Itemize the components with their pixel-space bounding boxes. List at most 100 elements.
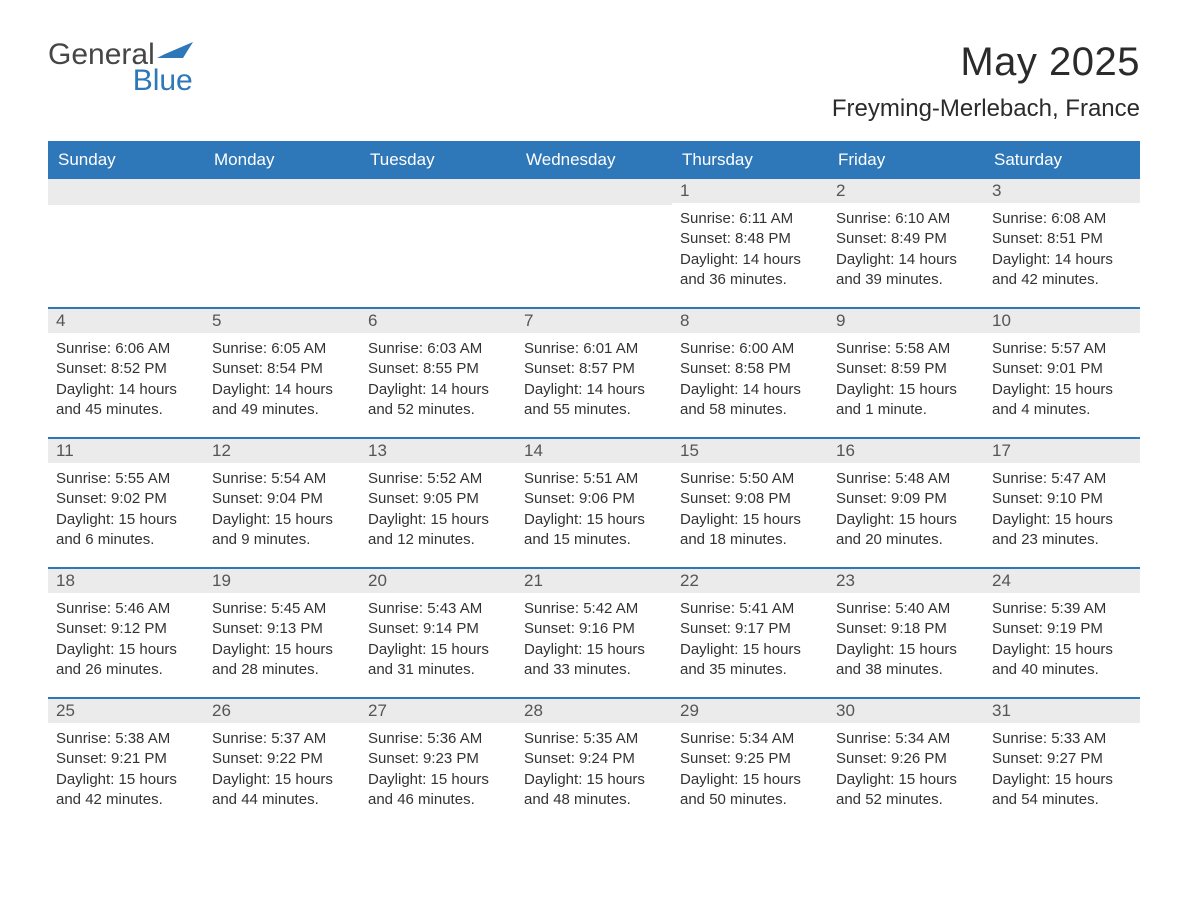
day-number: 13 — [360, 439, 516, 463]
day-body: Sunrise: 5:34 AMSunset: 9:25 PMDaylight:… — [672, 723, 828, 820]
sunset-text: Sunset: 9:05 PM — [368, 489, 508, 509]
daylight-text: Daylight: 15 hours and 20 minutes. — [836, 510, 976, 551]
sunset-text: Sunset: 9:08 PM — [680, 489, 820, 509]
sunset-text: Sunset: 8:59 PM — [836, 359, 976, 379]
day-cell: 28Sunrise: 5:35 AMSunset: 9:24 PMDayligh… — [516, 699, 672, 827]
day-number: 18 — [48, 569, 204, 593]
daylight-text: Daylight: 14 hours and 55 minutes. — [524, 380, 664, 421]
day-cell: 7Sunrise: 6:01 AMSunset: 8:57 PMDaylight… — [516, 309, 672, 437]
sunset-text: Sunset: 9:17 PM — [680, 619, 820, 639]
daylight-text: Daylight: 15 hours and 38 minutes. — [836, 640, 976, 681]
daylight-text: Daylight: 15 hours and 18 minutes. — [680, 510, 820, 551]
day-cell: 31Sunrise: 5:33 AMSunset: 9:27 PMDayligh… — [984, 699, 1140, 827]
day-cell: 17 Sunrise: 5:47 AMSunset: 9:10 PMDayligh… — [984, 439, 1140, 567]
day-number: 4 — [48, 309, 204, 333]
daylight-text: Daylight: 15 hours and 6 minutes. — [56, 510, 196, 551]
daylight-text: Daylight: 15 hours and 31 minutes. — [368, 640, 508, 681]
day-number: 29 — [672, 699, 828, 723]
day-body: Sunrise: 5:54 AMSunset: 9:04 PMDaylight:… — [204, 463, 360, 560]
daylight-text: Daylight: 15 hours and 4 minutes. — [992, 380, 1132, 421]
sunset-text: Sunset: 9:10 PM — [992, 489, 1132, 509]
day-cell: 13Sunrise: 5:52 AMSunset: 9:05 PMDayligh… — [360, 439, 516, 567]
sunrise-text: Sunrise: 6:10 AM — [836, 209, 976, 229]
calendar: SundayMondayTuesdayWednesdayThursdayFrid… — [48, 141, 1140, 827]
sunrise-text: Sunrise: 5:40 AM — [836, 599, 976, 619]
page-title: May 2025 — [832, 40, 1140, 85]
day-body: Sunrise: 5:38 AMSunset: 9:21 PMDaylight:… — [48, 723, 204, 820]
day-cell: 8Sunrise: 6:00 AMSunset: 8:58 PMDaylight… — [672, 309, 828, 437]
weekday-header: Friday — [828, 141, 984, 179]
day-cell: 26Sunrise: 5:37 AMSunset: 9:22 PMDayligh… — [204, 699, 360, 827]
day-body: Sunrise: 6:00 AMSunset: 8:58 PMDaylight:… — [672, 333, 828, 430]
sunrise-text: Sunrise: 6:06 AM — [56, 339, 196, 359]
sunset-text: Sunset: 9:01 PM — [992, 359, 1132, 379]
sunset-text: Sunset: 8:55 PM — [368, 359, 508, 379]
day-cell: 30Sunrise: 5:34 AMSunset: 9:26 PMDayligh… — [828, 699, 984, 827]
sunrise-text: Sunrise: 6:00 AM — [680, 339, 820, 359]
day-body: Sunrise: 5:36 AMSunset: 9:23 PMDaylight:… — [360, 723, 516, 820]
day-number: 20 — [360, 569, 516, 593]
sunrise-text: Sunrise: 5:54 AM — [212, 469, 352, 489]
weekday-header: Wednesday — [516, 141, 672, 179]
sunrise-text: Sunrise: 5:52 AM — [368, 469, 508, 489]
day-cell — [204, 179, 360, 307]
sunset-text: Sunset: 8:51 PM — [992, 229, 1132, 249]
day-cell: 9Sunrise: 5:58 AMSunset: 8:59 PMDaylight… — [828, 309, 984, 437]
day-cell: 14Sunrise: 5:51 AMSunset: 9:06 PMDayligh… — [516, 439, 672, 567]
day-cell: 24Sunrise: 5:39 AMSunset: 9:19 PMDayligh… — [984, 569, 1140, 697]
day-body: Sunrise: 5:52 AMSunset: 9:05 PMDaylight:… — [360, 463, 516, 560]
sunset-text: Sunset: 9:02 PM — [56, 489, 196, 509]
sunrise-text: Sunrise: 5:47 AM — [992, 469, 1132, 489]
week-row: 18Sunrise: 5:46 AMSunset: 9:12 PMDayligh… — [48, 567, 1140, 697]
sunrise-text: Sunrise: 5:34 AM — [836, 729, 976, 749]
day-body: Sunrise: 6:10 AMSunset: 8:49 PMDaylight:… — [828, 203, 984, 300]
week-row: 11Sunrise: 5:55 AMSunset: 9:02 PMDayligh… — [48, 437, 1140, 567]
day-body: Sunrise: 5:34 AMSunset: 9:26 PMDaylight:… — [828, 723, 984, 820]
day-body: Sunrise: 6:05 AMSunset: 8:54 PMDaylight:… — [204, 333, 360, 430]
day-body: Sunrise: 6:03 AMSunset: 8:55 PMDaylight:… — [360, 333, 516, 430]
sunset-text: Sunset: 9:21 PM — [56, 749, 196, 769]
sunrise-text: Sunrise: 6:03 AM — [368, 339, 508, 359]
daylight-text: Daylight: 15 hours and 23 minutes. — [992, 510, 1132, 551]
sunset-text: Sunset: 8:57 PM — [524, 359, 664, 379]
sunrise-text: Sunrise: 5:34 AM — [680, 729, 820, 749]
daylight-text: Daylight: 14 hours and 49 minutes. — [212, 380, 352, 421]
day-body: Sunrise: 6:06 AMSunset: 8:52 PMDaylight:… — [48, 333, 204, 430]
daylight-text: Daylight: 15 hours and 28 minutes. — [212, 640, 352, 681]
sunset-text: Sunset: 8:48 PM — [680, 229, 820, 249]
day-number: 23 — [828, 569, 984, 593]
day-number: 19 — [204, 569, 360, 593]
sunrise-text: Sunrise: 5:51 AM — [524, 469, 664, 489]
sunrise-text: Sunrise: 5:33 AM — [992, 729, 1132, 749]
sunrise-text: Sunrise: 5:50 AM — [680, 469, 820, 489]
day-body: Sunrise: 5:48 AMSunset: 9:09 PMDaylight:… — [828, 463, 984, 560]
daylight-text: Daylight: 15 hours and 12 minutes. — [368, 510, 508, 551]
daylight-text: Daylight: 15 hours and 46 minutes. — [368, 770, 508, 811]
day-cell: 20Sunrise: 5:43 AMSunset: 9:14 PMDayligh… — [360, 569, 516, 697]
day-number: 3 — [984, 179, 1140, 203]
daylight-text: Daylight: 15 hours and 33 minutes. — [524, 640, 664, 681]
sunset-text: Sunset: 9:19 PM — [992, 619, 1132, 639]
sunrise-text: Sunrise: 5:57 AM — [992, 339, 1132, 359]
day-cell: 18Sunrise: 5:46 AMSunset: 9:12 PMDayligh… — [48, 569, 204, 697]
day-cell: 23Sunrise: 5:40 AMSunset: 9:18 PMDayligh… — [828, 569, 984, 697]
sunrise-text: Sunrise: 6:01 AM — [524, 339, 664, 359]
day-cell: 25Sunrise: 5:38 AMSunset: 9:21 PMDayligh… — [48, 699, 204, 827]
sunset-text: Sunset: 9:25 PM — [680, 749, 820, 769]
day-body: Sunrise: 5:57 AMSunset: 9:01 PMDaylight:… — [984, 333, 1140, 430]
sunset-text: Sunset: 9:26 PM — [836, 749, 976, 769]
day-number: 17 — [984, 439, 1140, 463]
day-number: 21 — [516, 569, 672, 593]
weekday-header-row: SundayMondayTuesdayWednesdayThursdayFrid… — [48, 141, 1140, 179]
day-number: 6 — [360, 309, 516, 333]
day-number: 27 — [360, 699, 516, 723]
sunrise-text: Sunrise: 5:43 AM — [368, 599, 508, 619]
sunset-text: Sunset: 9:27 PM — [992, 749, 1132, 769]
sunset-text: Sunset: 9:12 PM — [56, 619, 196, 639]
day-body: Sunrise: 5:51 AMSunset: 9:06 PMDaylight:… — [516, 463, 672, 560]
day-body: Sunrise: 5:41 AMSunset: 9:17 PMDaylight:… — [672, 593, 828, 690]
day-number: 22 — [672, 569, 828, 593]
daylight-text: Daylight: 15 hours and 26 minutes. — [56, 640, 196, 681]
day-cell: 19Sunrise: 5:45 AMSunset: 9:13 PMDayligh… — [204, 569, 360, 697]
day-number: 10 — [984, 309, 1140, 333]
